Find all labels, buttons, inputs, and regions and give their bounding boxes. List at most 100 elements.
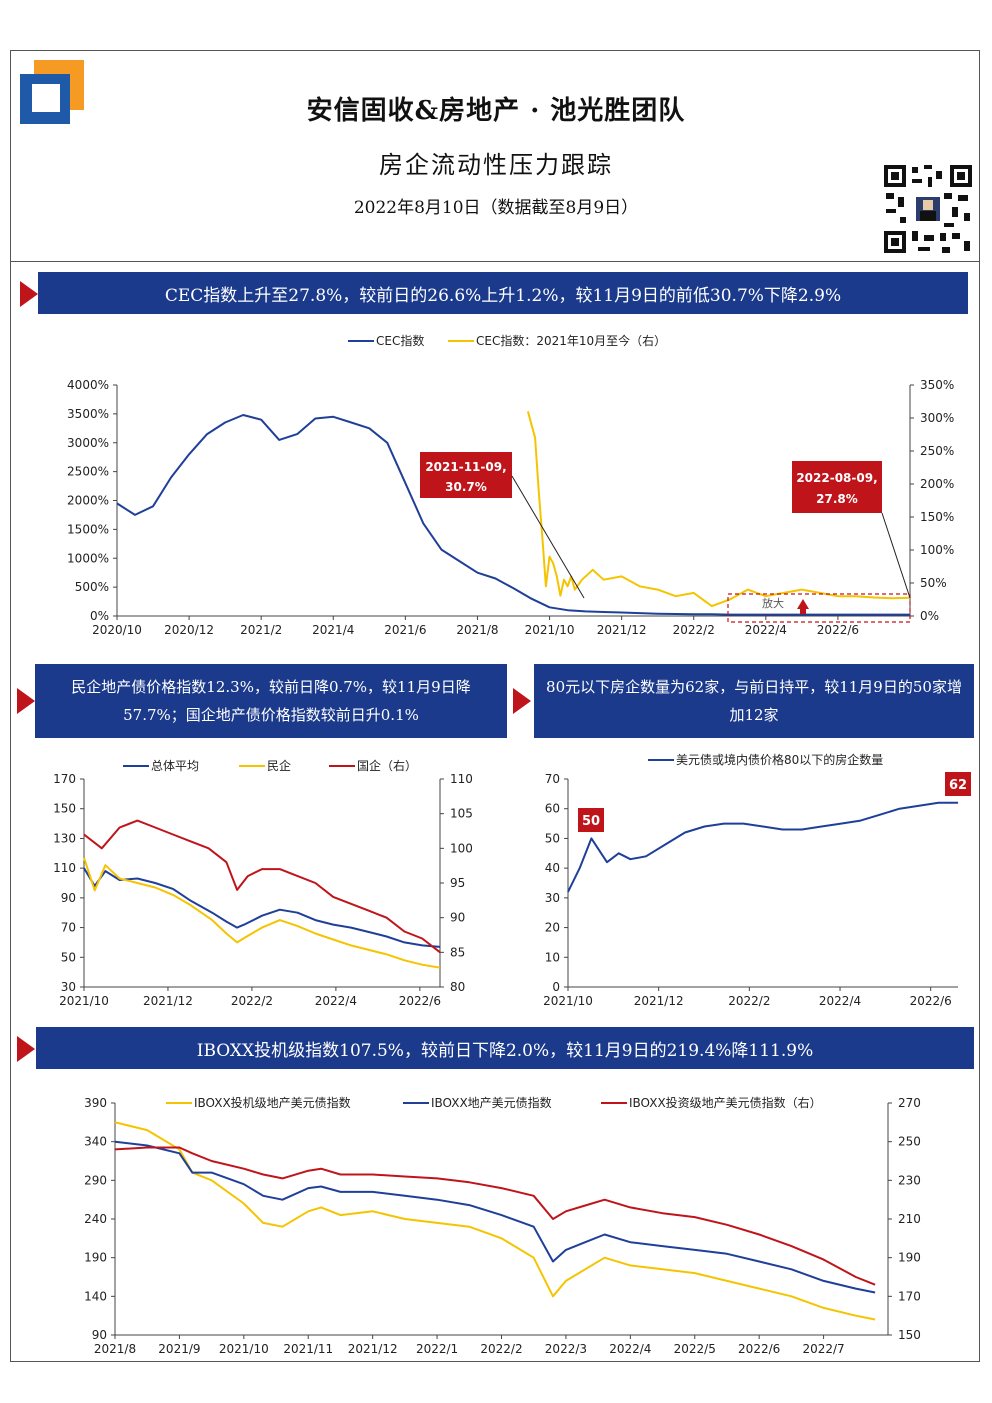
series-line <box>114 1140 876 1294</box>
value-label: 50 <box>582 814 600 829</box>
legend-label: IBOXX投机级地产美元债指数 <box>194 1095 351 1110</box>
zoom-label: 放大 <box>762 596 784 610</box>
y-tick-label-right: 210 <box>898 1212 921 1226</box>
brand-logo-icon <box>20 60 84 124</box>
section-banner-iboxx: IBOXX投机级指数107.5%，较前日下降2.0%，较11月9日的219.4%… <box>36 1027 974 1069</box>
y-tick-label-right: 95 <box>450 876 465 890</box>
y-tick-label-left: 1000% <box>67 551 109 565</box>
y-tick-label-left: 0 <box>552 980 560 994</box>
annotation-leader <box>511 475 585 599</box>
x-tick-label: 2021/10 <box>525 623 575 637</box>
legend-label: CEC指数：2021年10月至今（右） <box>476 333 666 348</box>
zoom-region-box <box>727 593 911 623</box>
series-line <box>114 1146 876 1286</box>
x-tick-label: 2022/2 <box>673 623 715 637</box>
y-tick-label-right: 200% <box>920 477 954 491</box>
y-tick-label-right: 100 <box>450 841 473 855</box>
x-tick-label: 2022/2 <box>480 1342 522 1356</box>
y-tick-label-right: 230 <box>898 1173 921 1187</box>
y-tick-label-left: 70 <box>61 921 76 935</box>
page-subtitle: 房企流动性压力跟踪 <box>379 151 613 179</box>
annotation-box <box>792 461 882 513</box>
y-tick-label-left: 90 <box>92 1328 107 1342</box>
x-tick-label: 2021/2 <box>240 623 282 637</box>
y-tick-label-right: 170 <box>898 1289 921 1303</box>
page-frame <box>10 50 980 1362</box>
y-tick-label-right: 190 <box>898 1251 921 1265</box>
section-marker-icon <box>513 688 531 714</box>
x-tick-label: 2022/7 <box>802 1342 844 1356</box>
y-tick-label-left: 30 <box>545 891 560 905</box>
series-line <box>567 801 958 893</box>
section-banner-low-price-count: 80元以下房企数量为62家，与前日持平，较11月9日的50家增加12家 <box>534 664 974 738</box>
y-tick-label-left: 60 <box>545 802 560 816</box>
legend-label: 国企（右） <box>357 758 417 773</box>
annotation-leader <box>881 512 911 599</box>
annotation-text: 2022-08-09, <box>796 471 877 485</box>
x-tick-label: 2022/4 <box>819 994 861 1008</box>
y-tick-label-left: 3000% <box>67 436 109 450</box>
y-tick-label-left: 90 <box>61 891 76 905</box>
y-tick-label-right: 50% <box>920 576 947 590</box>
value-label-box <box>578 808 604 832</box>
section-marker-icon <box>17 1036 35 1062</box>
y-tick-label-left: 10 <box>545 950 560 964</box>
value-label: 62 <box>949 778 967 793</box>
y-tick-label-right: 270 <box>898 1096 921 1110</box>
series-line <box>526 411 911 608</box>
section-marker-icon <box>20 281 38 307</box>
legend-label: 总体平均 <box>151 759 199 773</box>
y-tick-label-right: 85 <box>450 945 465 959</box>
x-tick-label: 2021/12 <box>597 623 647 637</box>
series-line <box>114 1121 876 1321</box>
x-tick-label: 2022/4 <box>745 623 787 637</box>
y-tick-label-left: 140 <box>84 1289 107 1303</box>
series-line <box>83 819 441 954</box>
series-line <box>116 414 910 616</box>
y-tick-label-left: 50 <box>545 831 560 845</box>
low-price-company-count-chart: 0 10 20 30 40 50 60 70 2021/10 2021/12 2022/2 2022/… <box>543 752 971 1008</box>
y-tick-label-left: 30 <box>61 980 76 994</box>
x-tick-label: 2021/9 <box>158 1342 200 1356</box>
legend-label: 民企 <box>267 758 291 773</box>
y-tick-label-left: 4000% <box>67 378 109 392</box>
x-tick-label: 2021/8 <box>94 1342 136 1356</box>
y-tick-label-right: 90 <box>450 911 465 925</box>
y-tick-label-left: 390 <box>84 1096 107 1110</box>
x-tick-label: 2022/1 <box>416 1342 458 1356</box>
legend-label: 美元债或境内债价格80以下的房企数量 <box>676 752 883 767</box>
legend-label: CEC指数 <box>376 333 424 348</box>
annotation-text: 2021-11-09, <box>425 460 506 474</box>
qr-code-icon <box>882 163 974 255</box>
y-tick-label-right: 150% <box>920 510 954 524</box>
x-tick-label: 2022/6 <box>399 994 441 1008</box>
y-tick-label-right: 150 <box>898 1328 921 1342</box>
x-tick-label: 2021/10 <box>543 994 593 1008</box>
series-line <box>83 857 441 969</box>
zoom-arrow-icon <box>800 608 806 614</box>
y-tick-label-left: 110 <box>53 861 76 875</box>
y-tick-label-left: 2000% <box>67 494 109 508</box>
y-tick-label-right: 250% <box>920 444 954 458</box>
y-tick-label-left: 40 <box>545 861 560 875</box>
section-banner-bond-price: 民企地产债价格指数12.3%，较前日降0.7%，较11月9日降57.7%；国企地… <box>35 664 507 738</box>
x-tick-label: 2020/12 <box>164 623 214 637</box>
page-title: 安信固收&房地产 · 池光胜团队 <box>306 96 686 126</box>
x-tick-label: 2020/10 <box>92 623 142 637</box>
y-tick-label-left: 150 <box>53 802 76 816</box>
legend-label: IBOXX投资级地产美元债指数（右） <box>629 1095 822 1110</box>
header-divider <box>10 261 980 262</box>
y-tick-label-right: 0% <box>920 609 939 623</box>
y-tick-label-right: 100% <box>920 543 954 557</box>
x-tick-label: 2021/11 <box>283 1342 333 1356</box>
y-tick-label-left: 0% <box>90 609 109 623</box>
y-tick-label-left: 340 <box>84 1135 107 1149</box>
x-tick-label: 2022/6 <box>738 1342 780 1356</box>
series-line <box>83 867 441 948</box>
x-tick-label: 2021/12 <box>348 1342 398 1356</box>
value-label-box <box>945 772 971 796</box>
y-tick-label-right: 250 <box>898 1135 921 1149</box>
x-tick-label: 2022/2 <box>728 994 770 1008</box>
y-tick-label-left: 500% <box>75 580 109 594</box>
annotation-box <box>420 452 512 498</box>
